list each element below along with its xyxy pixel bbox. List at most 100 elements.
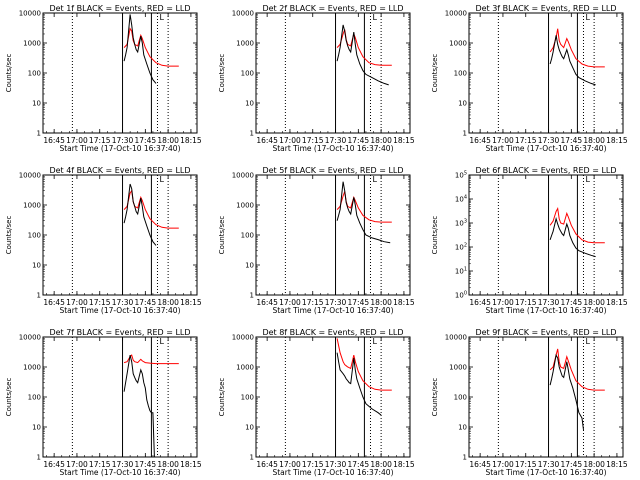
chart-title: Det 4f BLACK = Events, RED = LLD <box>49 166 190 175</box>
x-tick-label: 17:45 <box>561 136 583 145</box>
y-tick-label: 10 <box>32 262 41 270</box>
y-tick-label: 1000 <box>23 202 41 210</box>
x-tick-label: 17:00 <box>66 136 88 145</box>
corner-label: L <box>372 337 377 346</box>
x-tick-label: 17:30 <box>325 298 347 307</box>
y-tick-label: 1000 <box>236 364 254 372</box>
x-tick-label: 17:30 <box>325 136 347 145</box>
events-series-line <box>123 183 157 246</box>
corner-label: L <box>159 175 164 184</box>
x-axis-label: Start Time (17-Oct-10 16:37:40) <box>485 144 606 153</box>
events-series-line <box>336 352 382 416</box>
plot-frame <box>42 12 198 134</box>
y-tick-label: 102 <box>455 243 467 252</box>
corner-label: L <box>159 13 164 22</box>
x-tick-label: 17:30 <box>325 460 347 469</box>
lld-series-line <box>123 354 179 365</box>
x-tick-label: 18:00 <box>370 136 392 145</box>
plot-frame <box>42 174 198 296</box>
events-series-line <box>336 181 391 244</box>
x-tick-label: 17:30 <box>538 298 560 307</box>
y-tick-label: 100 <box>241 70 254 78</box>
y-tick-label: 100 <box>28 70 41 78</box>
y-tick-label: 10 <box>32 100 41 108</box>
y-tick-label: 1 <box>37 130 41 138</box>
x-tick-label: 18:15 <box>180 136 202 145</box>
x-tick-label: 18:15 <box>606 298 628 307</box>
chart-panel-4: Det 4f BLACK = Events, RED = LLD 16:45 17:… <box>5 166 202 315</box>
y-tick-label: 105 <box>455 171 467 180</box>
plot-frame <box>468 336 624 458</box>
x-axis-label: Start Time (17-Oct-10 16:37:40) <box>272 468 393 477</box>
x-tick-label: 17:45 <box>135 460 157 469</box>
x-tick-label: 17:15 <box>89 298 111 307</box>
x-axis-label: Start Time (17-Oct-10 16:37:40) <box>59 306 180 315</box>
x-tick-label: 17:00 <box>492 460 514 469</box>
y-axis-label: Counts/sec <box>5 54 13 93</box>
x-tick-label: 18:15 <box>180 298 202 307</box>
x-tick-label: 17:00 <box>279 298 301 307</box>
y-tick-label: 100 <box>241 394 254 402</box>
plot-frame <box>255 12 411 134</box>
y-axis-label: Counts/sec <box>5 216 13 255</box>
events-series-line <box>123 14 157 84</box>
x-tick-label: 18:00 <box>370 298 392 307</box>
y-tick-label: 10 <box>458 424 467 432</box>
plot-frame <box>255 174 411 296</box>
y-axis-label: Counts/sec <box>218 216 226 255</box>
x-tick-label: 18:00 <box>157 460 179 469</box>
x-tick-label: 17:45 <box>348 460 370 469</box>
events-series-line <box>336 24 389 86</box>
y-tick-label: 10000 <box>445 10 467 18</box>
x-tick-label: 18:00 <box>583 298 605 307</box>
y-tick-label: 100 <box>454 70 467 78</box>
events-series-line <box>123 354 155 458</box>
y-tick-label: 1 <box>250 292 254 300</box>
y-tick-label: 10000 <box>19 334 41 342</box>
x-tick-label: 18:00 <box>583 460 605 469</box>
x-tick-label: 17:30 <box>538 460 560 469</box>
x-axis-label: Start Time (17-Oct-10 16:37:40) <box>59 144 180 153</box>
x-axis-label: Start Time (17-Oct-10 16:37:40) <box>272 144 393 153</box>
y-tick-label: 10 <box>245 424 254 432</box>
x-tick-label: 18:00 <box>583 136 605 145</box>
chart-title: Det 9f BLACK = Events, RED = LLD <box>475 328 616 337</box>
lld-series-line <box>123 189 179 229</box>
x-tick-label: 17:30 <box>112 460 134 469</box>
x-tick-label: 16:45 <box>469 298 491 307</box>
x-tick-label: 17:45 <box>348 136 370 145</box>
lld-series-line <box>336 338 392 391</box>
y-tick-label: 100 <box>28 394 41 402</box>
x-tick-label: 18:15 <box>393 460 415 469</box>
lld-series-line <box>123 27 179 67</box>
x-tick-label: 17:30 <box>538 136 560 145</box>
x-tick-label: 17:30 <box>112 136 134 145</box>
chart-title: Det 3f BLACK = Events, RED = LLD <box>475 4 616 13</box>
y-tick-label: 10000 <box>19 172 41 180</box>
x-axis-label: Start Time (17-Oct-10 16:37:40) <box>59 468 180 477</box>
x-tick-label: 18:15 <box>180 460 202 469</box>
y-tick-label: 10000 <box>445 334 467 342</box>
y-tick-label: 1000 <box>23 364 41 372</box>
x-tick-label: 18:15 <box>606 460 628 469</box>
y-tick-label: 100 <box>28 232 41 240</box>
lld-series-line <box>549 28 605 68</box>
y-axis-label: Counts/sec <box>218 54 226 93</box>
y-tick-label: 10 <box>32 424 41 432</box>
y-tick-label: 1000 <box>236 202 254 210</box>
chart-title: Det 7f BLACK = Events, RED = LLD <box>49 328 190 337</box>
y-tick-label: 10000 <box>232 172 254 180</box>
corner-label: L <box>372 175 377 184</box>
x-tick-label: 17:45 <box>135 298 157 307</box>
x-tick-label: 17:00 <box>492 136 514 145</box>
chart-title: Det 2f BLACK = Events, RED = LLD <box>262 4 403 13</box>
y-tick-label: 10 <box>245 100 254 108</box>
x-tick-label: 16:45 <box>43 298 65 307</box>
y-tick-label: 103 <box>455 219 467 228</box>
plot-frame <box>42 336 198 458</box>
x-tick-label: 17:45 <box>561 460 583 469</box>
